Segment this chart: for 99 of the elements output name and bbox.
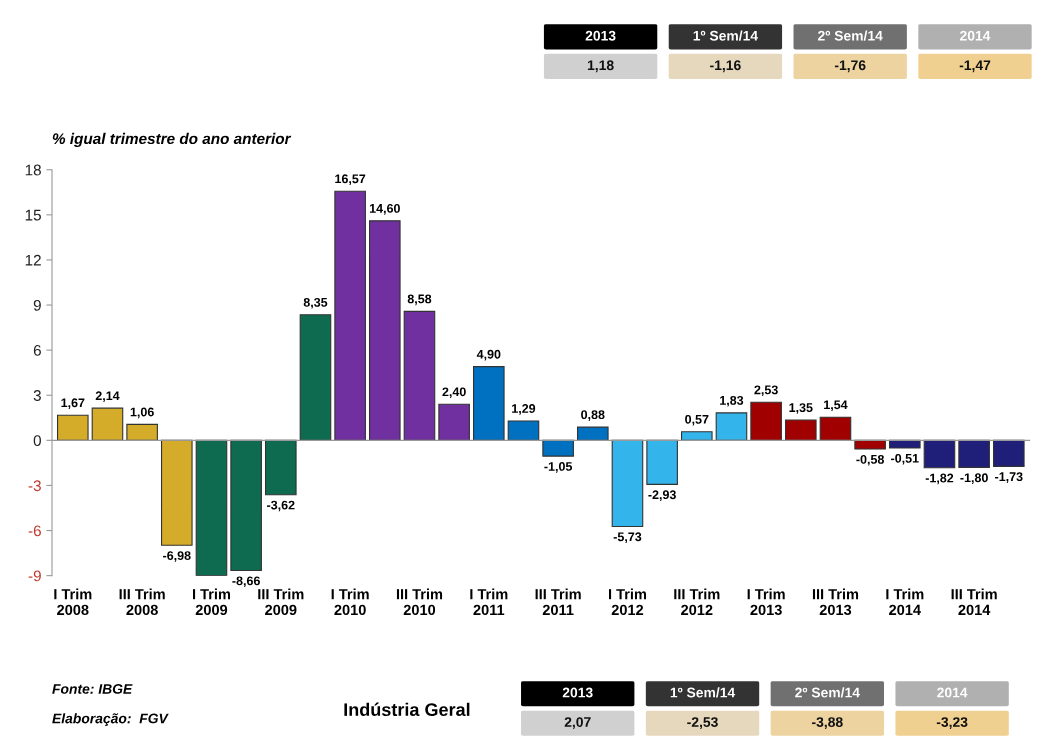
- text: 1º Sem/14: [693, 30, 758, 41]
- data-label: -3,62: [267, 500, 295, 512]
- text: -1,16: [710, 60, 741, 73]
- bar: [542, 439, 574, 457]
- y-tick-label: -9: [28, 570, 41, 582]
- x-tick-label: I Trim 2009: [192, 588, 231, 616]
- data-label: -1,73: [995, 472, 1023, 483]
- data-label: -1,80: [960, 473, 988, 484]
- text: -1,47: [959, 60, 991, 73]
- bar: [126, 423, 158, 441]
- text: Elaboração: FGV: [52, 713, 169, 727]
- bar: [576, 426, 609, 441]
- bar: [854, 439, 886, 450]
- x-tick-label: I Trim 2011: [470, 588, 508, 616]
- bar: [230, 439, 262, 572]
- x-tick-label: III Trim 2012: [674, 588, 720, 616]
- text: 2,07: [564, 717, 591, 729]
- data-label: 1,35: [789, 403, 813, 414]
- bar: [91, 407, 124, 441]
- y-tick-label: -6: [28, 525, 41, 537]
- text: 2013: [585, 30, 616, 41]
- x-tick-label: III Trim 2009: [258, 588, 304, 616]
- x-tick-label: I Trim 2010: [331, 588, 369, 616]
- data-label: -0,51: [891, 453, 919, 465]
- data-label: 1,83: [720, 395, 744, 407]
- text: Indústria Geral: [344, 702, 470, 717]
- x-tick-label: III Trim 2010: [396, 588, 443, 616]
- data-label: -0,58: [856, 454, 884, 466]
- text: -3,23: [936, 717, 968, 729]
- data-label: 16,57: [335, 174, 366, 186]
- data-label: 1,06: [130, 407, 154, 419]
- data-label: 2,40: [442, 387, 466, 399]
- text: 2º Sem/14: [795, 687, 860, 698]
- data-label: 0,57: [685, 414, 709, 426]
- x-tick-label: I Trim 2012: [608, 588, 647, 616]
- data-label: -6,98: [163, 551, 191, 562]
- x-tick-label: I Trim 2013: [747, 588, 785, 616]
- data-label: 8,58: [407, 294, 432, 306]
- x-tick-label: I Trim 2008: [54, 588, 92, 616]
- source-note: Fonte: IBGE: [52, 684, 133, 694]
- x-tick-label: III Trim 2011: [535, 588, 581, 616]
- data-label: 1,29: [512, 404, 536, 415]
- text: 2º Sem/14: [818, 30, 883, 41]
- bar: [784, 419, 817, 441]
- bar: [750, 401, 782, 441]
- y-tick-label: 3: [33, 390, 41, 401]
- bar: [264, 439, 297, 496]
- data-label: 0,88: [581, 410, 605, 421]
- bar: [160, 439, 193, 546]
- data-label: 2,14: [95, 391, 120, 402]
- bar: [438, 403, 470, 441]
- bar: [888, 439, 921, 449]
- x-tick-label: III Trim 2013: [812, 588, 859, 616]
- text: 2014: [960, 30, 991, 41]
- bar: [403, 310, 436, 441]
- bar: [507, 420, 540, 441]
- bar: [992, 439, 1025, 467]
- y-tick-label: 0: [33, 435, 41, 447]
- data-label: -8,66: [232, 576, 260, 588]
- bar: [819, 416, 852, 441]
- data-label: 1,54: [824, 400, 848, 411]
- x-tick-label: III Trim 2014: [951, 588, 997, 616]
- chart-subtitle: % igual trimestre do ano anterior: [52, 132, 292, 148]
- x-tick-label: I Trim 2014: [886, 588, 924, 616]
- bar: [715, 412, 748, 441]
- bar: [923, 439, 956, 469]
- bar: [680, 431, 713, 441]
- y-tick-label: -3: [28, 480, 41, 492]
- text: 2014: [937, 687, 968, 698]
- text: 1º Sem/14: [670, 687, 736, 698]
- data-label: -5,73: [613, 532, 642, 544]
- x-tick-label: III Trim 2008: [119, 588, 165, 616]
- bar: [56, 414, 89, 441]
- data-label: 2,53: [754, 385, 778, 397]
- text: 1,18: [587, 60, 614, 73]
- bar: [472, 366, 505, 441]
- y-tick-label: 6: [33, 345, 41, 356]
- text: -3,88: [812, 717, 843, 729]
- data-label: -1,82: [925, 473, 954, 485]
- data-label: -1,05: [544, 462, 573, 473]
- text: -1,76: [834, 60, 866, 73]
- bar: [611, 439, 644, 528]
- data-label: 8,35: [303, 297, 328, 309]
- bar: [958, 439, 990, 468]
- data-label: 14,60: [369, 203, 400, 215]
- text: 2013: [562, 687, 593, 698]
- bar: [195, 439, 228, 576]
- data-label: -2,93: [648, 490, 676, 501]
- y-tick-label: 12: [25, 254, 41, 266]
- bar: [368, 220, 401, 441]
- y-tick-label: 9: [33, 299, 41, 311]
- y-tick-label: 15: [25, 209, 41, 221]
- bar: [334, 190, 366, 441]
- data-label: 4,90: [476, 349, 501, 361]
- bar: [646, 439, 678, 485]
- bar: [299, 314, 332, 441]
- data-label: 1,67: [61, 398, 85, 410]
- y-tick-label: 18: [25, 164, 41, 176]
- text: -2,53: [687, 717, 718, 729]
